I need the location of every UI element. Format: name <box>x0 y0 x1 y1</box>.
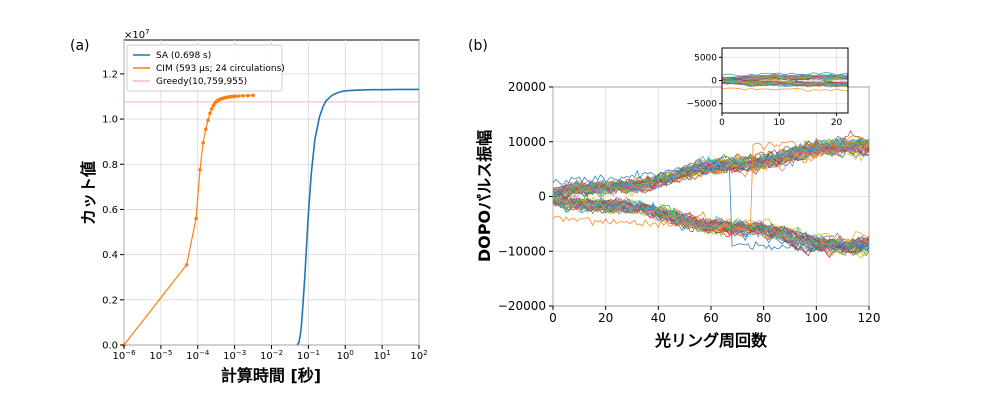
panel-a-legend: SA (0.698 s) CIM (593 μs; 24 circulation… <box>126 44 285 92</box>
series-cim-line <box>123 94 254 346</box>
panel-b-y-label: DOPOパルス振幅 <box>475 130 494 262</box>
series-cim-point <box>194 216 198 221</box>
panel-a-x-label: 計算時間 [秒] <box>221 366 321 385</box>
x-tick-label: 100 <box>805 311 828 325</box>
inset-trajectory-line <box>721 80 849 87</box>
x-tick-label: 10−2 <box>260 349 283 362</box>
y-tick-label: 0.6 <box>102 205 118 216</box>
legend-label-sa: SA (0.698 s) <box>156 51 211 61</box>
legend-frame <box>126 44 283 92</box>
y-tick-label: 0.2 <box>102 295 118 306</box>
x-tick-label: 10−1 <box>297 349 320 362</box>
panel-b-x-ticks: 0 20 40 60 80 100 120 <box>549 306 880 325</box>
panel-b-x-label: 光リング周回数 <box>654 331 768 350</box>
inset-x-ticks: 0 10 20 <box>719 113 843 128</box>
trajectory-line <box>552 139 870 198</box>
x-tick-label: 10−3 <box>223 349 246 362</box>
x-tick-label: 60 <box>703 311 718 325</box>
y-tick-label: 0.8 <box>102 160 118 171</box>
panel-a: (a) 10−6 10−5 10−4 10−3 10−2 10−1 100 101 102 0.… <box>70 28 428 385</box>
trajectory-line <box>552 196 870 246</box>
x-tick-label: 120 <box>858 311 881 325</box>
y-tick-label: −10000 <box>498 244 546 258</box>
series-cim-point <box>208 111 212 116</box>
y-tick-label: 0.0 <box>102 341 118 352</box>
legend-label-cim: CIM (593 μs; 24 circulations) <box>156 64 285 74</box>
panel-b-label: (b) <box>468 38 488 54</box>
y-tick-label: 20000 <box>508 80 546 94</box>
panel-a-y-label: カット値 <box>79 161 98 225</box>
series-cim-point <box>203 127 208 132</box>
x-tick-label: 0 <box>549 311 557 325</box>
series-cim-point <box>206 118 210 123</box>
x-tick-label: 80 <box>756 311 771 325</box>
panel-b-trajectories <box>552 129 870 259</box>
trajectory-line <box>552 197 870 252</box>
inset-trajectories <box>721 71 849 92</box>
series-cim-point <box>198 168 202 172</box>
trajectory-line <box>552 163 870 252</box>
y-tick-label: 1.0 <box>102 115 118 126</box>
x-tick-label: 10−4 <box>186 349 210 362</box>
inset-trajectory-line <box>721 71 849 77</box>
trajectory-line <box>552 138 870 232</box>
series-cim-point <box>246 93 250 98</box>
series-cim-point <box>251 93 256 98</box>
series-cim-point <box>201 140 205 145</box>
inset-x-tick-label: 10 <box>774 118 786 128</box>
x-tick-label: 101 <box>374 349 391 362</box>
x-tick-label: 10−5 <box>149 349 172 362</box>
panel-a-label: (a) <box>70 38 90 54</box>
panel-b-y-ticks: −20000 −10000 0 10000 20000 <box>498 80 553 313</box>
y-tick-label: 0 <box>538 190 546 204</box>
x-tick-label: 20 <box>598 311 613 325</box>
panel-a-y-multiplier: ×107 <box>124 28 150 41</box>
x-tick-label: 102 <box>410 349 427 362</box>
inset-trajectory-line <box>721 74 849 80</box>
x-tick-label: 10−6 <box>112 349 136 362</box>
trajectory-line <box>552 140 870 194</box>
inset-y-tick-label: 0 <box>711 77 717 87</box>
inset-trajectory-line <box>721 80 849 88</box>
inset-y-tick-label: 5000 <box>694 53 717 63</box>
series-cim-point <box>209 107 214 111</box>
y-tick-label: 10000 <box>508 135 546 149</box>
panel-a-x-ticks: 10−6 10−5 10−4 10−3 10−2 10−1 100 101 102 <box>112 345 428 362</box>
x-tick-label: 40 <box>651 311 666 325</box>
panel-a-y-ticks: 0.0 0.2 0.4 0.6 0.8 1.0 1.2 <box>102 69 124 352</box>
series-cim-point <box>237 94 241 98</box>
y-tick-label: 1.2 <box>102 69 118 80</box>
panel-b-grid <box>552 86 870 307</box>
inset-x-tick-label: 0 <box>719 118 725 128</box>
series-sa-line <box>296 88 419 346</box>
y-tick-label: 0.4 <box>102 250 118 261</box>
panel-a-series <box>122 88 419 347</box>
panel-b: (b) 0 20 40 60 80 100 120 −20000−1000001000020… <box>468 38 880 350</box>
trajectory-line <box>552 198 870 250</box>
legend-label-greedy: Greedy(10,759,955) <box>156 77 247 87</box>
series-cim-point <box>241 94 245 98</box>
series-cim-point <box>233 94 238 99</box>
inset-y-tick-label: −5000 <box>687 100 718 110</box>
inset-x-tick-label: 20 <box>831 118 843 128</box>
inset-trajectory-line <box>721 87 849 92</box>
inset-y-ticks: −5000 0 5000 <box>687 53 722 110</box>
x-tick-label: 100 <box>337 349 354 362</box>
y-tick-label: −20000 <box>498 299 546 313</box>
series-cim-point <box>184 262 189 267</box>
